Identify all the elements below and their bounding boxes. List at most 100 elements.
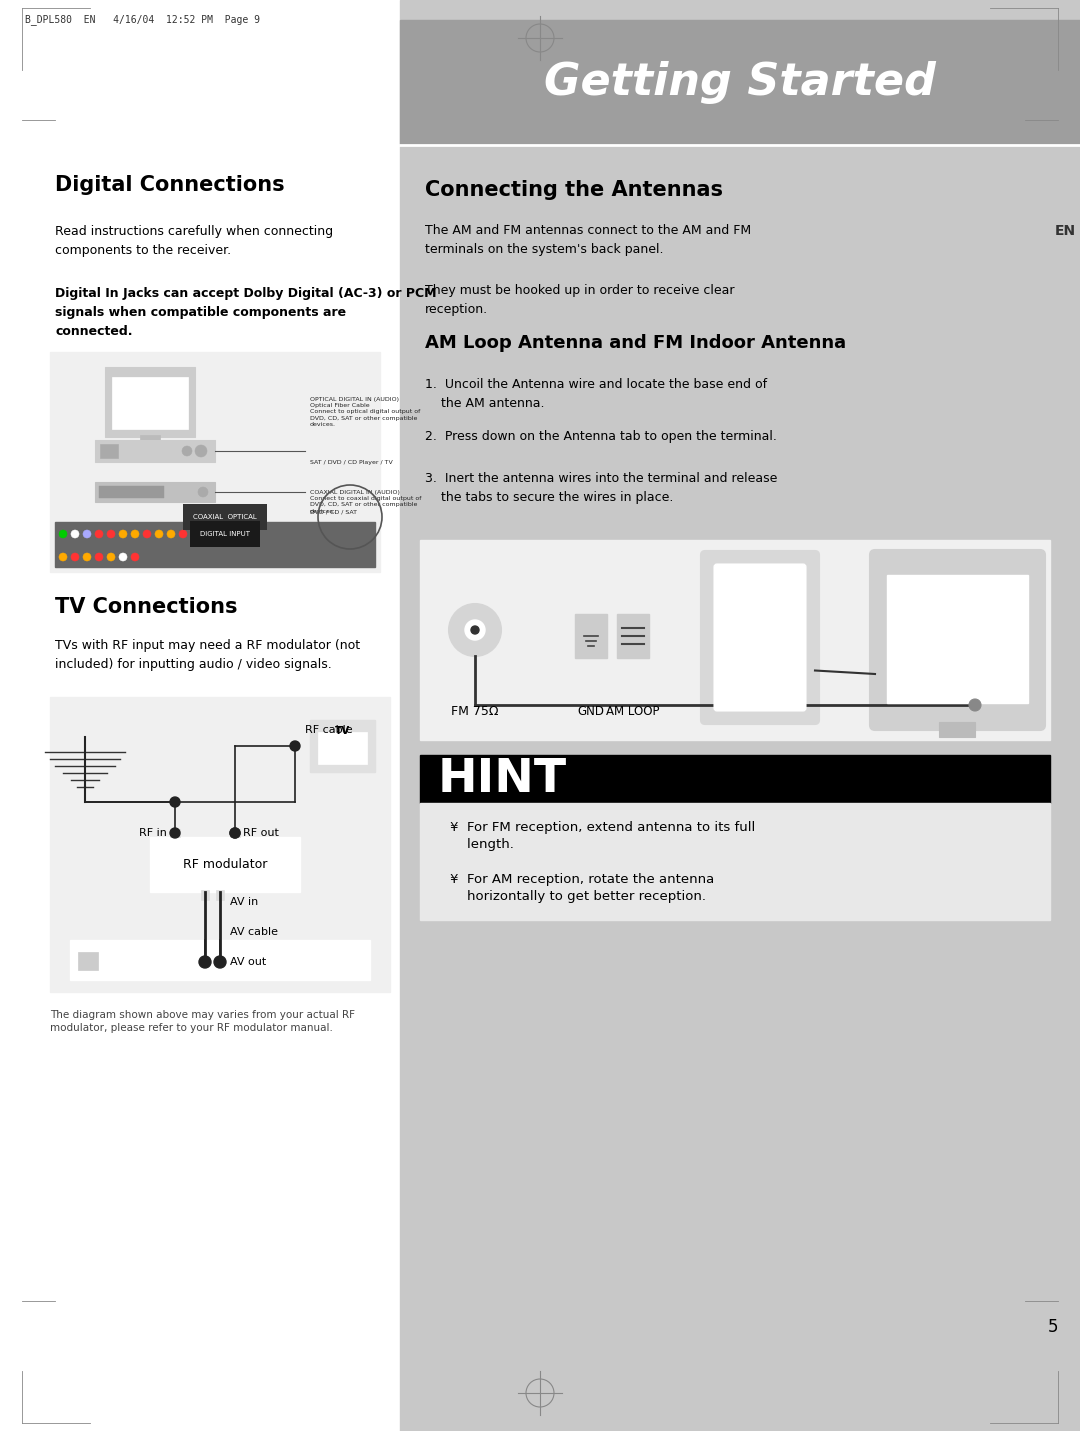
Bar xyxy=(100,444,118,458)
Text: RF in: RF in xyxy=(139,829,167,839)
Text: They must be hooked up in order to receive clear
reception.: They must be hooked up in order to recei… xyxy=(426,283,734,316)
Text: TV Connections: TV Connections xyxy=(55,597,238,617)
Circle shape xyxy=(199,956,211,967)
Bar xyxy=(170,829,180,837)
Text: AV cable: AV cable xyxy=(230,927,278,937)
Bar xyxy=(617,614,649,658)
Circle shape xyxy=(83,529,91,538)
Text: Digital Connections: Digital Connections xyxy=(55,175,285,195)
Text: FM 75Ω: FM 75Ω xyxy=(451,705,499,718)
Circle shape xyxy=(131,529,139,538)
Bar xyxy=(201,890,210,900)
Text: Read instructions carefully when connecting
components to the receiver.: Read instructions carefully when connect… xyxy=(55,225,333,258)
FancyBboxPatch shape xyxy=(870,550,1045,730)
Bar xyxy=(400,20,1080,145)
Circle shape xyxy=(95,529,103,538)
Text: DVD / CD / SAT: DVD / CD / SAT xyxy=(310,509,357,515)
Text: EN: EN xyxy=(1055,225,1076,238)
Circle shape xyxy=(230,829,240,839)
Bar xyxy=(150,837,300,892)
Circle shape xyxy=(107,552,114,561)
Text: ¥  For AM reception, rotate the antenna
    horizontally to get better reception: ¥ For AM reception, rotate the antenna h… xyxy=(450,873,714,903)
Circle shape xyxy=(143,529,151,538)
Text: The AM and FM antennas connect to the AM and FM
terminals on the system's back p: The AM and FM antennas connect to the AM… xyxy=(426,225,751,256)
Bar xyxy=(230,829,240,837)
Text: RF out: RF out xyxy=(243,829,279,839)
Bar xyxy=(420,539,1050,740)
Bar xyxy=(112,376,188,429)
Text: TV: TV xyxy=(335,726,350,736)
Bar xyxy=(420,803,1050,920)
Circle shape xyxy=(83,552,91,561)
Bar xyxy=(105,366,195,436)
FancyBboxPatch shape xyxy=(701,551,819,724)
Circle shape xyxy=(471,625,480,634)
Circle shape xyxy=(170,829,180,839)
Text: AV out: AV out xyxy=(230,957,267,967)
Text: DIGITAL INPUT: DIGITAL INPUT xyxy=(200,531,249,537)
Text: AM Loop Antenna and FM Indoor Antenna: AM Loop Antenna and FM Indoor Antenna xyxy=(426,333,846,352)
Circle shape xyxy=(167,529,175,538)
Bar xyxy=(50,697,390,992)
Text: GND: GND xyxy=(578,705,605,718)
Circle shape xyxy=(230,829,240,839)
Text: RF cable: RF cable xyxy=(305,726,353,736)
Text: AV in: AV in xyxy=(230,897,258,907)
Text: 2.  Press down on the Antenna tab to open the terminal.: 2. Press down on the Antenna tab to open… xyxy=(426,429,777,444)
Bar xyxy=(216,890,224,900)
Text: The diagram shown above may varies from your actual RF
modulator, please refer t: The diagram shown above may varies from … xyxy=(50,1010,355,1033)
Circle shape xyxy=(119,529,127,538)
Circle shape xyxy=(291,741,300,751)
Circle shape xyxy=(969,698,981,711)
Circle shape xyxy=(183,446,192,456)
Text: AM LOOP: AM LOOP xyxy=(606,705,660,718)
Bar xyxy=(78,952,98,970)
Text: Getting Started: Getting Started xyxy=(544,62,936,104)
Bar xyxy=(99,487,164,498)
Bar xyxy=(575,614,607,658)
Circle shape xyxy=(324,946,352,975)
Circle shape xyxy=(71,529,79,538)
Bar xyxy=(420,756,1050,803)
Text: Digital In Jacks can accept Dolby Digital (AC-3) or PCM
signals when compatible : Digital In Jacks can accept Dolby Digita… xyxy=(55,288,436,338)
Circle shape xyxy=(179,529,187,538)
Circle shape xyxy=(59,552,67,561)
Circle shape xyxy=(59,529,67,538)
Text: RF modulator: RF modulator xyxy=(183,859,267,871)
FancyBboxPatch shape xyxy=(714,564,806,711)
Bar xyxy=(95,482,215,502)
Text: B_DPL580  EN   4/16/04  12:52 PM  Page 9: B_DPL580 EN 4/16/04 12:52 PM Page 9 xyxy=(25,14,260,24)
Text: OPTICAL DIGITAL IN (AUDIO)
Optical Fiber Cable
Connect to optical digital output: OPTICAL DIGITAL IN (AUDIO) Optical Fiber… xyxy=(310,396,420,426)
Text: Connecting the Antennas: Connecting the Antennas xyxy=(426,180,723,200)
Text: 3.  Inert the antenna wires into the terminal and release
    the tabs to secure: 3. Inert the antenna wires into the term… xyxy=(426,472,778,504)
Text: TVs with RF input may need a RF modulator (not
included) for inputting audio / v: TVs with RF input may need a RF modulato… xyxy=(55,640,360,671)
Text: SAT / DVD / CD Player / TV: SAT / DVD / CD Player / TV xyxy=(310,459,393,465)
Circle shape xyxy=(465,620,485,640)
Circle shape xyxy=(95,552,103,561)
Circle shape xyxy=(198,487,208,497)
Text: ¥  For FM reception, extend antenna to its full
    length.: ¥ For FM reception, extend antenna to it… xyxy=(450,821,755,851)
Circle shape xyxy=(119,552,127,561)
Bar xyxy=(400,0,1080,1431)
Circle shape xyxy=(71,552,79,561)
Circle shape xyxy=(156,529,163,538)
Text: HINT: HINT xyxy=(438,757,567,801)
Text: 5: 5 xyxy=(1048,1318,1058,1337)
Text: COAXIAL  OPTICAL: COAXIAL OPTICAL xyxy=(193,514,257,519)
Circle shape xyxy=(214,956,226,967)
Circle shape xyxy=(195,445,207,456)
Circle shape xyxy=(449,604,501,655)
Bar xyxy=(140,435,160,444)
Bar xyxy=(50,352,380,572)
Bar xyxy=(95,439,215,462)
Bar xyxy=(70,940,370,980)
Text: COAXIAL DIGITAL IN (AUDIO)
Connect to coaxial digital output of
DVD, CD, SAT or : COAXIAL DIGITAL IN (AUDIO) Connect to co… xyxy=(310,489,421,514)
Text: 1.  Uncoil the Antenna wire and locate the base end of
    the AM antenna.: 1. Uncoil the Antenna wire and locate th… xyxy=(426,378,767,411)
Bar xyxy=(310,720,375,771)
Circle shape xyxy=(107,529,114,538)
Circle shape xyxy=(131,552,139,561)
Bar xyxy=(939,723,975,737)
Bar xyxy=(887,575,1028,703)
Bar xyxy=(318,733,367,764)
Circle shape xyxy=(170,797,180,807)
